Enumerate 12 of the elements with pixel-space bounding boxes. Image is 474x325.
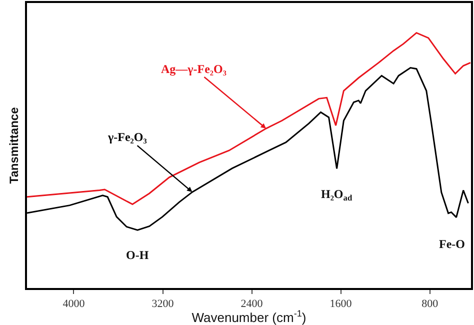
annotation: O-H <box>126 248 150 262</box>
x-tick-label: 3200 <box>152 298 174 310</box>
annotation: Fe-O <box>439 237 465 251</box>
y-axis-title: Tansmittance <box>6 106 21 184</box>
annotation: γ-Fe₂O₃ <box>107 130 148 144</box>
annotation: Ag—γ-Fe₂O₃ <box>161 62 227 76</box>
annotation: H₂O$_{ad}$ <box>321 187 352 203</box>
x-tick-label: 800 <box>422 298 439 310</box>
x-tick-label: 4000 <box>62 298 86 310</box>
x-tick-label: 2400 <box>240 298 264 310</box>
x-tick-label: 1600 <box>330 298 352 310</box>
x-axis-title: Wavenumber (cm$^{-1}$) <box>192 308 306 325</box>
